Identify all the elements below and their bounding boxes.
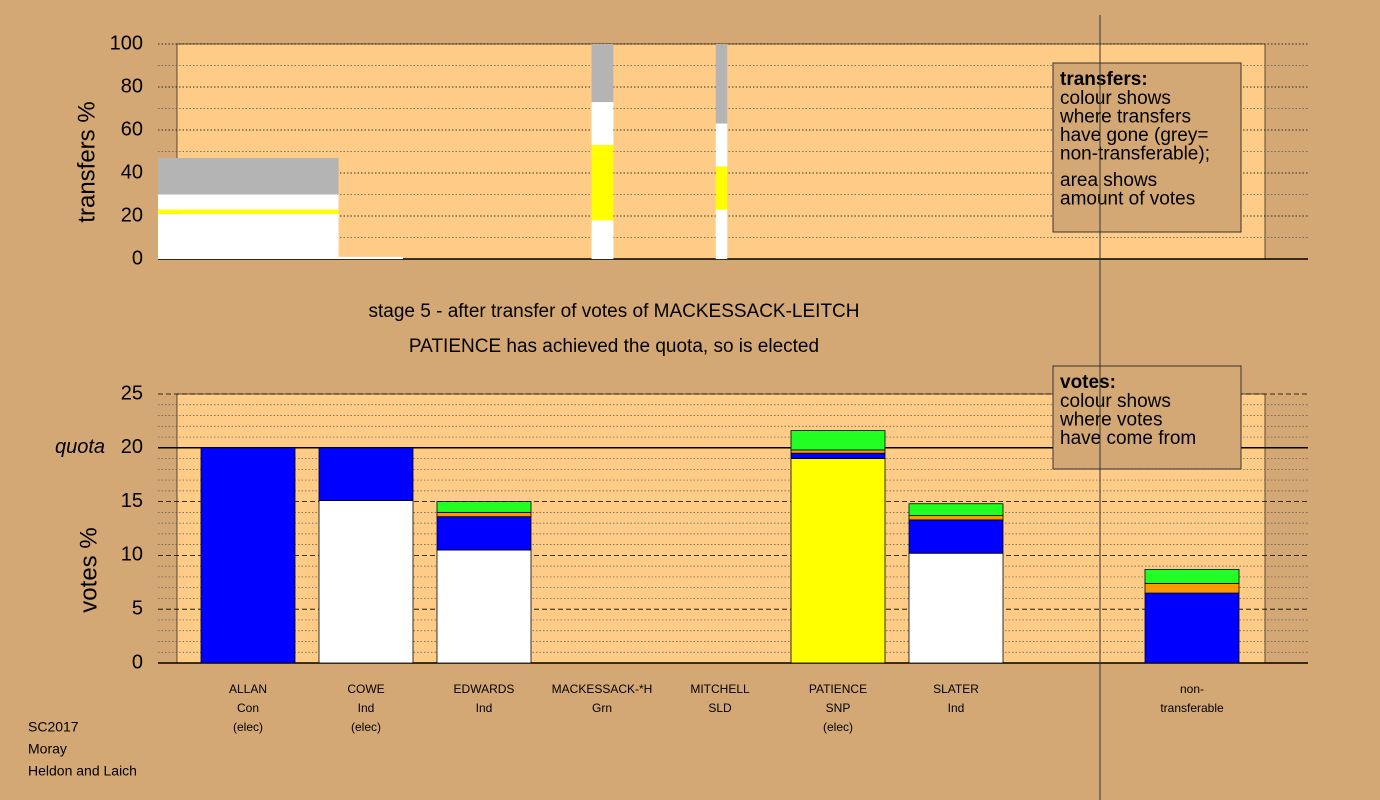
- x-tick-label: Ind: [948, 701, 965, 715]
- bar-segment: [908, 515, 1004, 521]
- y-tick-label: 5: [132, 597, 143, 619]
- bar-segment: [790, 452, 886, 459]
- transfer-segment: [330, 256, 403, 259]
- x-tick-label: Ind: [476, 701, 493, 715]
- transfer-segment: [715, 209, 728, 259]
- x-tick-label: EDWARDS: [454, 682, 515, 696]
- bar-segment: [436, 501, 532, 513]
- bar-segment: [1144, 582, 1240, 594]
- y-tick-label: 0: [132, 247, 143, 269]
- legend-text: have come from: [1060, 428, 1196, 449]
- bar-segment: [790, 430, 886, 451]
- transfer-segment: [158, 209, 339, 214]
- transfer-segment: [158, 157, 339, 195]
- legend-text: where votes: [1059, 410, 1162, 431]
- y-tick-label: 40: [121, 161, 143, 183]
- y-tick-label: 10: [121, 544, 143, 566]
- y-tick-label: 25: [121, 382, 143, 404]
- footer-text: Moray: [28, 741, 67, 757]
- x-tick-label: Con: [237, 701, 259, 715]
- footer-text: SC2017: [28, 719, 79, 735]
- bar-segment: [908, 503, 1004, 516]
- x-tick-label: Grn: [592, 701, 612, 715]
- legend-box: [1052, 62, 1242, 233]
- transfer-segment: [158, 194, 339, 210]
- bar-segment: [908, 519, 1004, 554]
- transfer-segment: [715, 44, 728, 124]
- x-tick-label: COWE: [347, 682, 384, 696]
- bar-segment: [318, 447, 414, 501]
- legend-heading: transfers:: [1060, 69, 1148, 90]
- bar-segment: [318, 500, 414, 664]
- bar-segment: [436, 516, 532, 551]
- transfer-segment: [591, 145, 614, 221]
- y-axis-label: transfers %: [73, 101, 100, 222]
- legend-heading: votes:: [1060, 372, 1116, 393]
- y-axis-label: votes %: [75, 527, 102, 612]
- bar-segment: [1144, 592, 1240, 664]
- y-tick-label: 0: [132, 651, 143, 673]
- quota-label: quota: [55, 436, 105, 458]
- bar-segment: [790, 449, 886, 454]
- y-tick-label: 60: [121, 118, 143, 140]
- transfer-segment: [591, 220, 614, 259]
- transfer-segment: [591, 102, 614, 146]
- x-tick-label: transferable: [1160, 701, 1224, 715]
- y-tick-label: 20: [121, 204, 143, 226]
- x-tick-label: MITCHELL: [690, 682, 750, 696]
- y-tick-label: 100: [110, 32, 143, 54]
- bar-segment: [1144, 568, 1240, 584]
- chart-title: PATIENCE has achieved the quota, so is e…: [409, 336, 819, 357]
- x-tick-label: SLD: [708, 701, 732, 715]
- legend-text: area shows: [1060, 170, 1157, 191]
- legend-text: non-transferable);: [1060, 144, 1210, 165]
- x-tick-label: non-: [1180, 682, 1204, 696]
- transfer-segment: [158, 213, 339, 259]
- legend-box: [1052, 365, 1242, 470]
- x-tick-label: (elec): [233, 720, 263, 734]
- transfer-segment: [715, 123, 728, 167]
- chart-title: stage 5 - after transfer of votes of MAC…: [368, 301, 859, 322]
- transfer-segment: [715, 166, 728, 210]
- legend-text: have gone (grey=: [1060, 125, 1208, 146]
- bar-segment: [908, 552, 1004, 664]
- y-tick-label: 20: [121, 436, 143, 458]
- legend-text: where transfers: [1059, 107, 1191, 128]
- y-tick-label: 15: [121, 490, 143, 512]
- x-tick-label: SLATER: [933, 682, 979, 696]
- x-tick-label: ALLAN: [229, 682, 267, 696]
- bar-segment: [436, 549, 532, 664]
- x-tick-label: PATIENCE: [809, 682, 867, 696]
- x-tick-label: (elec): [351, 720, 381, 734]
- x-tick-label: (elec): [823, 720, 853, 734]
- x-tick-label: Ind: [358, 701, 375, 715]
- y-tick-label: 80: [121, 75, 143, 97]
- legend-text: amount of votes: [1060, 189, 1195, 210]
- bar-segment: [200, 447, 296, 664]
- legend-text: colour shows: [1060, 391, 1171, 412]
- bar-segment: [790, 458, 886, 664]
- x-tick-label: MACKESSACK-*H: [552, 682, 653, 696]
- footer-text: Heldon and Laich: [28, 763, 137, 779]
- bar-segment: [436, 511, 532, 518]
- transfer-segment: [591, 44, 614, 103]
- legend-text: colour shows: [1060, 88, 1171, 109]
- x-tick-label: SNP: [826, 701, 851, 715]
